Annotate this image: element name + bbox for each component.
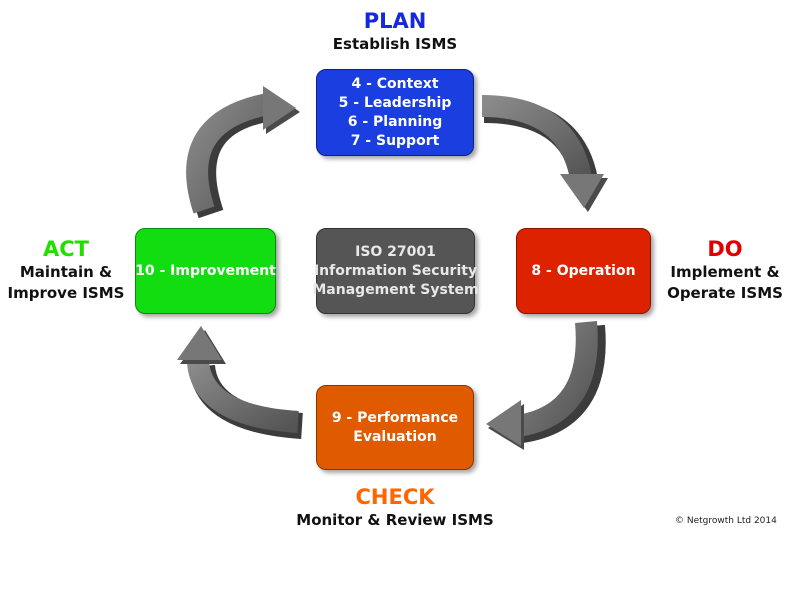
act-box-line-1: 10 - Improvement xyxy=(135,262,276,279)
plan-box: 4 - Context 5 - Leadership 6 - Planning … xyxy=(316,69,474,156)
arrow-plan-to-do-icon xyxy=(481,95,608,212)
check-box: 9 - Performance Evaluation xyxy=(316,385,474,470)
copyright-text: © Netgrowth Ltd 2014 xyxy=(675,516,777,526)
phase-do-subtitle-line-2: Operate ISMS xyxy=(667,284,783,302)
phase-do: DO Implement & Operate ISMS xyxy=(655,236,795,304)
phase-plan: PLAN Establish ISMS xyxy=(290,8,500,55)
phase-check-title: CHECK xyxy=(355,485,435,509)
plan-box-line-3: 6 - Planning xyxy=(347,113,443,130)
phase-check-subtitle: Monitor & Review ISMS xyxy=(296,511,494,529)
arrow-do-to-check-icon xyxy=(486,321,606,450)
phase-plan-subtitle: Establish ISMS xyxy=(332,35,458,53)
do-box: 8 - Operation xyxy=(516,228,651,314)
center-box: ISO 27001 Information Security Managemen… xyxy=(312,228,479,314)
phase-act-subtitle-line-2: Improve ISMS xyxy=(7,284,125,302)
phase-check: CHECK Monitor & Review ISMS xyxy=(270,484,520,531)
phase-plan-title: PLAN xyxy=(363,9,427,33)
center-box-line-1: ISO 27001 xyxy=(355,243,436,260)
plan-box-line-1: 4 - Context xyxy=(351,75,439,92)
phase-do-subtitle-line-1: Implement & xyxy=(670,263,780,281)
phase-do-title: DO xyxy=(707,237,743,261)
plan-box-line-2: 5 - Leadership xyxy=(338,94,452,111)
arrow-check-to-act-icon xyxy=(177,326,303,439)
plan-box-line-4: 7 - Support xyxy=(350,132,440,149)
phase-act: ACT Maintain & Improve ISMS xyxy=(4,236,128,304)
check-box-line-2: Evaluation xyxy=(353,428,437,445)
phase-act-title: ACT xyxy=(43,237,89,261)
act-box: 10 - Improvement xyxy=(135,228,276,314)
check-box-line-1: 9 - Performance xyxy=(331,409,459,426)
do-box-line-1: 8 - Operation xyxy=(531,262,636,279)
phase-act-subtitle-line-1: Maintain & xyxy=(19,263,113,281)
center-box-line-2: Information Security xyxy=(313,262,478,279)
center-box-line-3: Management System xyxy=(312,281,479,298)
arrow-act-to-plan-icon xyxy=(186,86,300,219)
